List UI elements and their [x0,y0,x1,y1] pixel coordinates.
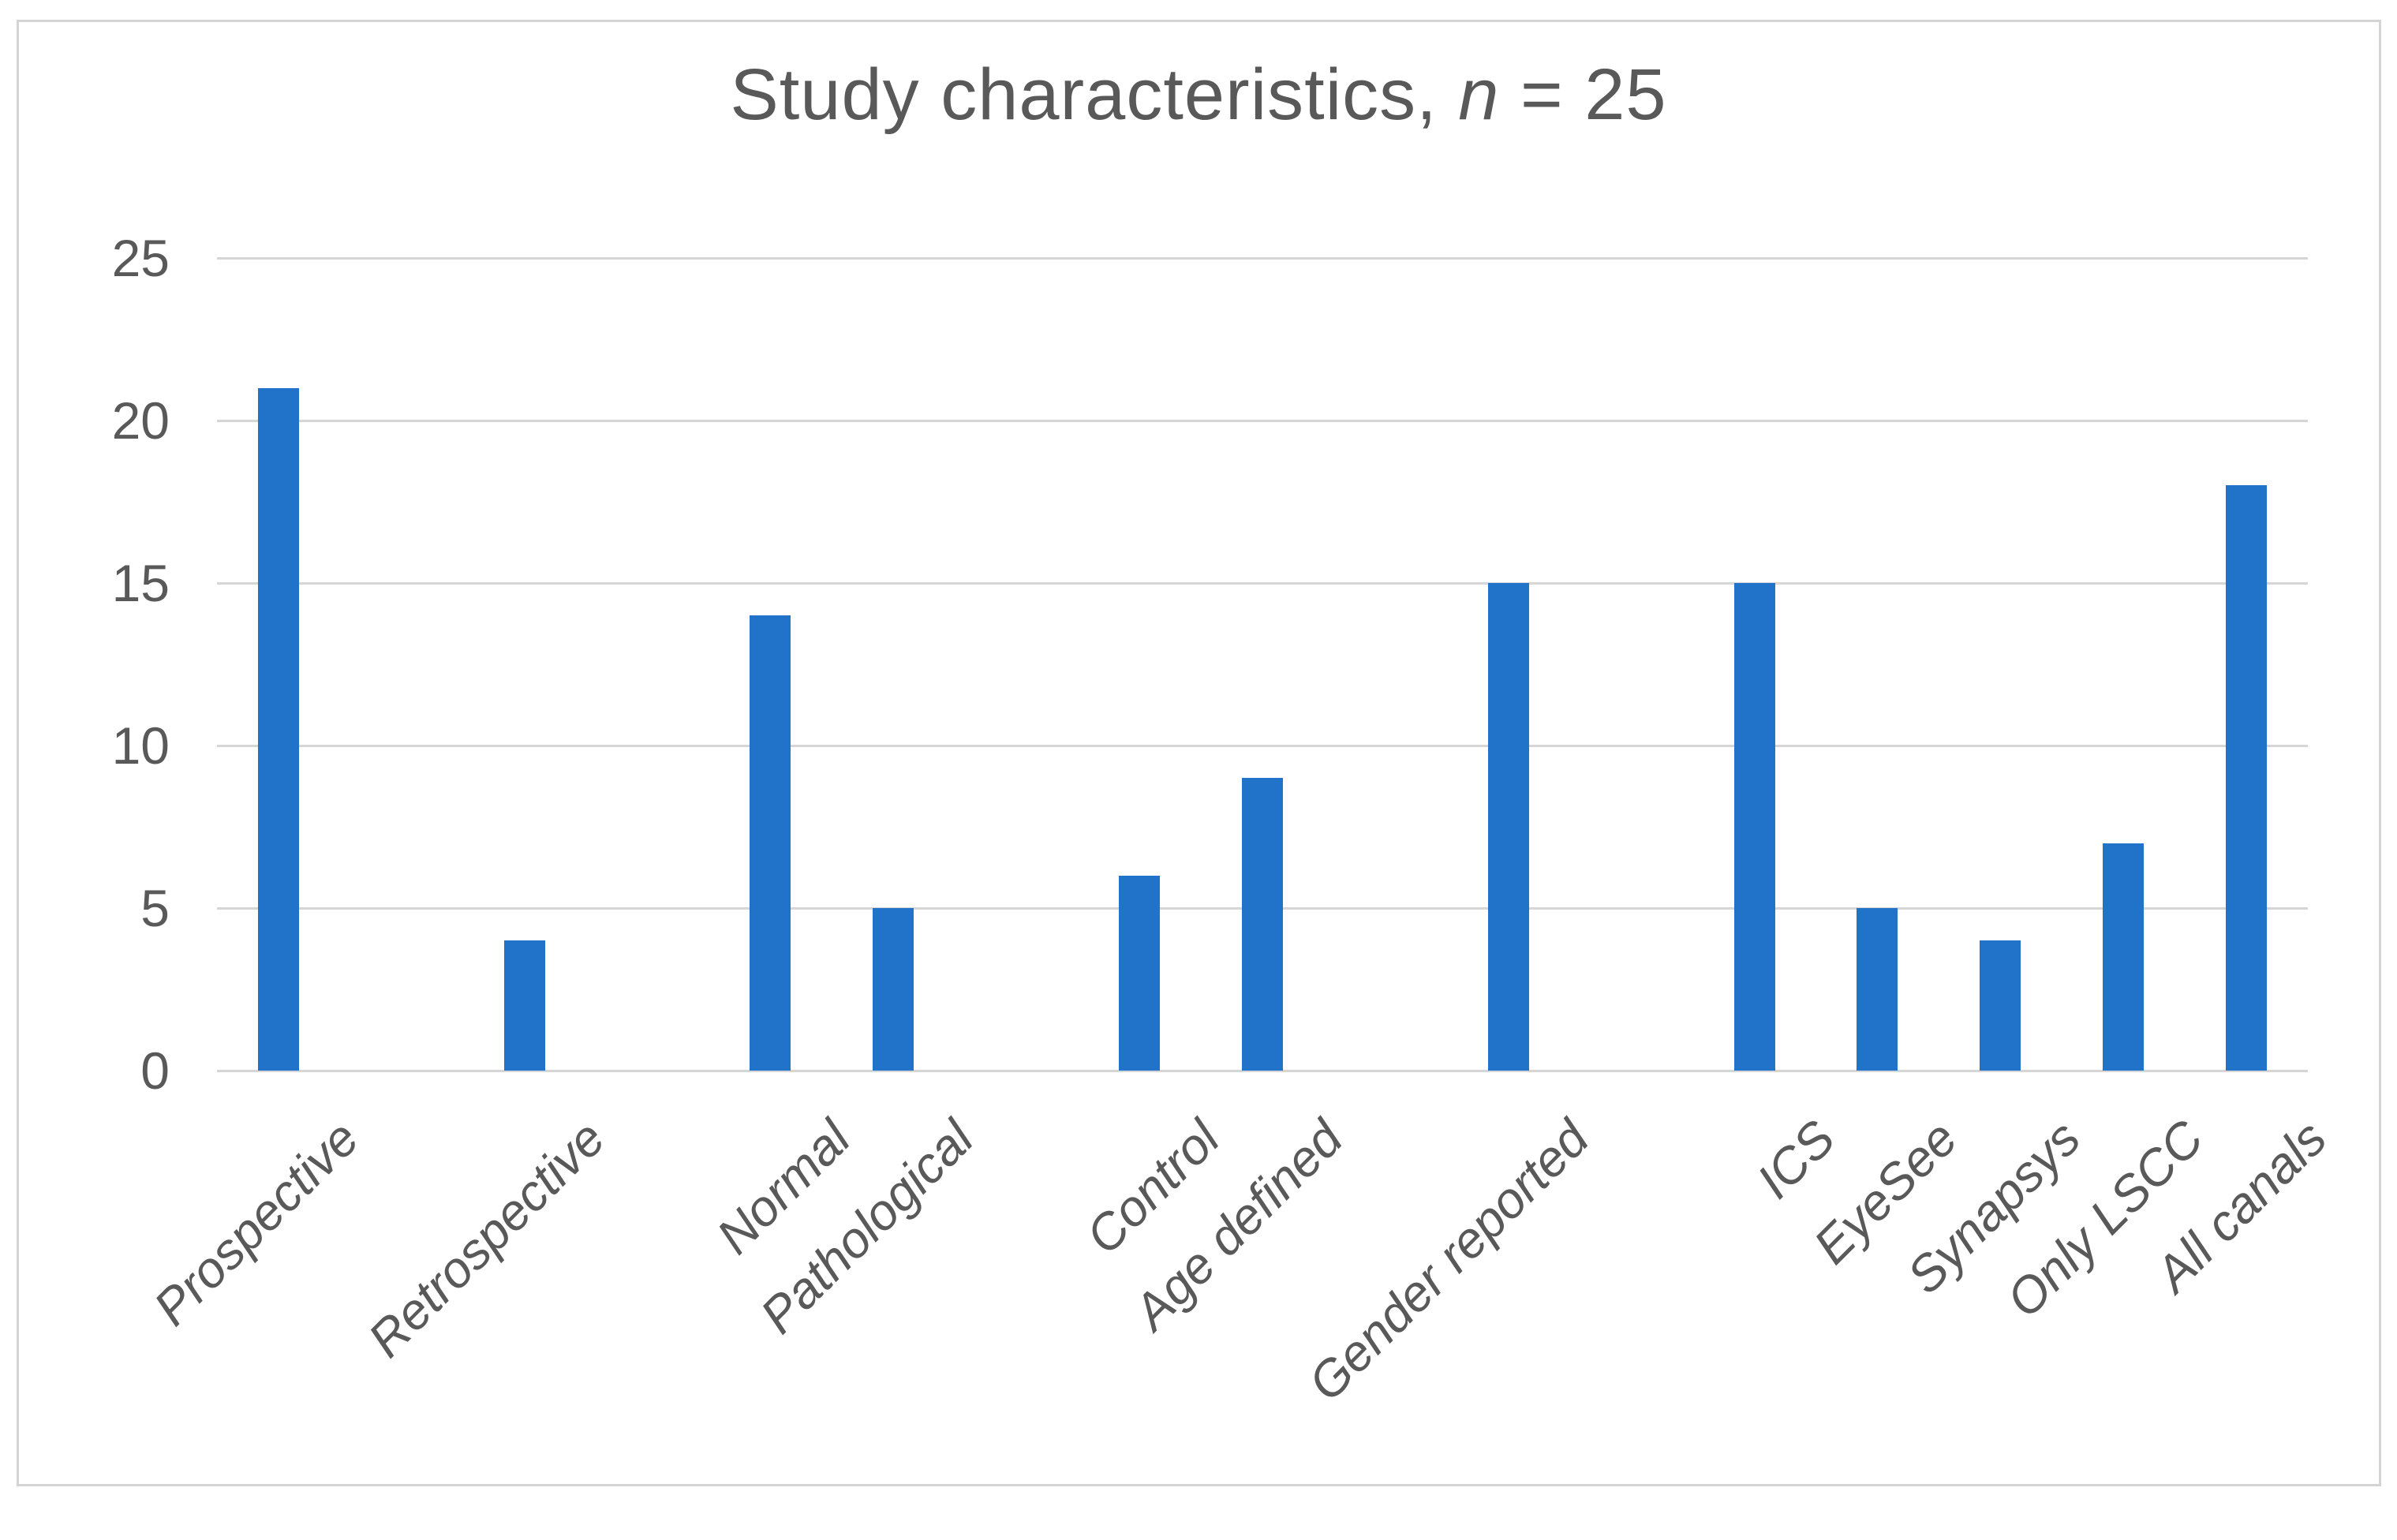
y-tick-label-20: 20 [111,391,170,450]
chart-figure: Study characteristics, n = 25 0 5 10 15 20 25… [0,20,2397,1486]
chart-title-suffix: = 25 [1499,54,1667,135]
bar-control [1119,875,1161,1071]
y-tick-label-25: 25 [111,229,170,287]
y-tick-label-10: 10 [111,716,170,775]
y-tick-label-15: 15 [111,554,170,612]
bar-synapsys [1980,940,2021,1071]
bar-age-defined [1242,778,1283,1071]
bar-normal [750,615,791,1071]
chart-title: Study characteristics, n = 25 [0,54,2397,136]
y-gridline-25 [217,256,2308,260]
bar-only-lscc [2103,843,2145,1071]
bar-eyesee [1857,908,1898,1071]
chart-frame [17,20,2381,1486]
bar-ics [1733,583,1775,1071]
chart-title-n: n [1458,54,1500,135]
chart-title-prefix: Study characteristics, [730,54,1459,135]
y-gridline-0 [217,1069,2308,1072]
y-gridline-15 [217,581,2308,585]
bar-all-canals [2226,485,2268,1071]
bar-pathological [873,908,914,1071]
bar-retrospective [503,940,545,1071]
bar-prospective [257,387,299,1071]
y-tick-label-5: 5 [140,879,170,937]
y-gridline-20 [217,419,2308,422]
y-gridline-10 [217,744,2308,747]
y-tick-label-0: 0 [140,1041,170,1100]
bar-gender-reported [1487,583,1529,1071]
plot-area: 0 5 10 15 20 25 Prospective Retrospective Normal… [112,229,2338,1411]
